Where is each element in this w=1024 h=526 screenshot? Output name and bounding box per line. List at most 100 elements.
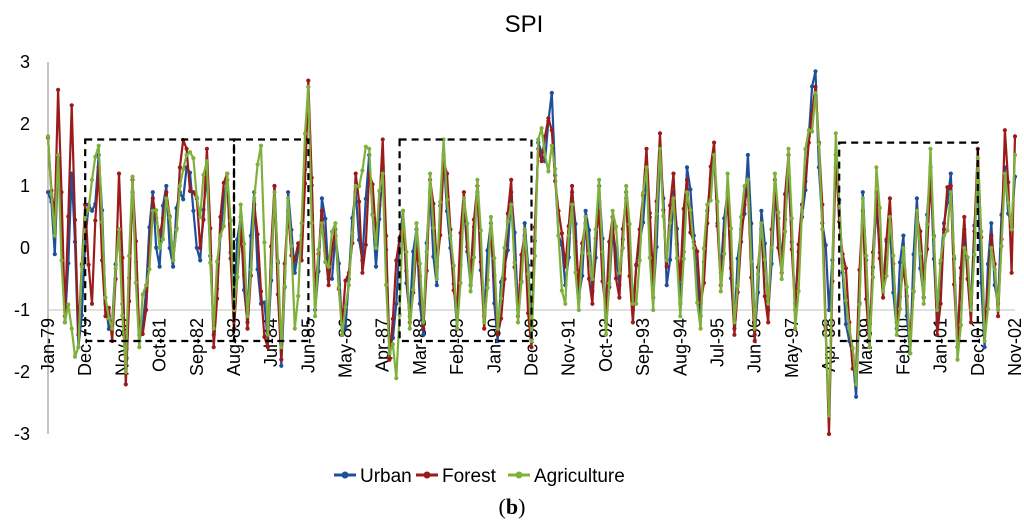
x-tick-label: Sep-93 xyxy=(633,318,653,376)
data-point xyxy=(624,183,629,189)
data-point xyxy=(343,325,348,330)
data-point xyxy=(100,219,105,225)
data-point xyxy=(434,276,439,282)
data-point xyxy=(279,357,284,362)
data-point xyxy=(553,166,558,172)
data-point xyxy=(935,307,940,313)
data-point xyxy=(218,233,223,238)
data-point xyxy=(211,345,216,350)
x-tick-label: Jun-96 xyxy=(745,318,765,373)
data-point xyxy=(566,233,571,238)
series-line-forest xyxy=(46,79,1017,436)
caption-letter: b xyxy=(506,494,518,519)
data-point xyxy=(603,332,609,337)
data-point xyxy=(955,357,960,362)
data-point xyxy=(684,190,690,195)
data-point xyxy=(607,281,612,286)
data-point xyxy=(96,143,101,148)
data-point xyxy=(204,159,209,164)
data-point xyxy=(522,227,527,232)
data-point xyxy=(478,228,483,233)
data-point xyxy=(668,220,673,226)
data-point xyxy=(110,326,115,331)
data-point xyxy=(485,285,490,290)
data-point xyxy=(89,301,95,306)
data-point xyxy=(458,280,463,286)
data-point xyxy=(208,260,213,265)
data-point xyxy=(529,345,534,350)
data-point xyxy=(776,210,781,215)
legend-item-agriculture: Agriculture xyxy=(508,466,625,487)
data-point xyxy=(877,205,882,210)
data-point xyxy=(465,221,470,226)
data-point xyxy=(570,202,575,207)
data-point xyxy=(66,214,71,219)
data-point xyxy=(198,245,203,251)
data-point xyxy=(559,231,565,236)
data-point xyxy=(539,159,544,164)
data-point xyxy=(786,146,791,151)
x-tick-label: Jan-01 xyxy=(931,318,951,373)
data-point xyxy=(164,196,169,201)
data-point xyxy=(235,274,240,279)
data-point xyxy=(62,320,67,325)
data-point xyxy=(367,146,372,151)
data-point xyxy=(803,147,808,152)
data-point xyxy=(475,177,480,182)
data-point xyxy=(373,264,379,269)
data-point xyxy=(641,190,646,195)
data-point xyxy=(904,284,909,290)
data-point xyxy=(654,211,659,216)
data-point xyxy=(647,255,652,260)
data-point xyxy=(120,313,125,318)
data-point xyxy=(542,134,548,139)
data-point xyxy=(708,164,713,169)
data-point xyxy=(164,183,169,189)
data-point xyxy=(854,382,859,387)
data-point xyxy=(556,233,561,238)
data-point xyxy=(89,208,95,213)
drought-box xyxy=(232,138,310,343)
data-point xyxy=(147,267,152,272)
data-point xyxy=(93,154,98,159)
data-point xyxy=(194,195,199,200)
data-point xyxy=(394,301,399,306)
data-point xyxy=(651,307,656,313)
data-point xyxy=(914,196,920,201)
data-point xyxy=(350,230,355,236)
data-point xyxy=(857,302,862,307)
data-point xyxy=(958,265,964,270)
data-point xyxy=(590,301,595,306)
x-tick-label: Apr-98 xyxy=(819,318,839,372)
data-point xyxy=(830,264,835,269)
data-point xyxy=(319,208,324,213)
data-point xyxy=(181,197,186,202)
data-point xyxy=(644,146,649,151)
data-point xyxy=(948,190,953,195)
data-point xyxy=(681,256,686,261)
data-point xyxy=(262,300,267,305)
data-point xyxy=(431,225,436,231)
data-point xyxy=(333,221,338,226)
data-point xyxy=(965,255,970,260)
data-point xyxy=(252,196,257,201)
data-point xyxy=(428,171,433,176)
data-point xyxy=(752,338,757,344)
data-point xyxy=(225,171,230,176)
x-tick-label: Sep-82 xyxy=(187,318,207,376)
data-point xyxy=(116,171,122,176)
data-point xyxy=(735,284,740,289)
data-point xyxy=(674,256,680,261)
data-point xyxy=(823,333,828,338)
data-point xyxy=(762,257,767,262)
data-point xyxy=(952,254,957,259)
data-point xyxy=(668,257,673,262)
data-point xyxy=(586,276,592,281)
data-point xyxy=(664,264,669,269)
data-point xyxy=(387,351,392,356)
data-point xyxy=(137,345,142,350)
data-point xyxy=(698,326,703,331)
data-point xyxy=(570,183,575,189)
data-point xyxy=(411,287,416,292)
legend-marker xyxy=(341,471,349,479)
